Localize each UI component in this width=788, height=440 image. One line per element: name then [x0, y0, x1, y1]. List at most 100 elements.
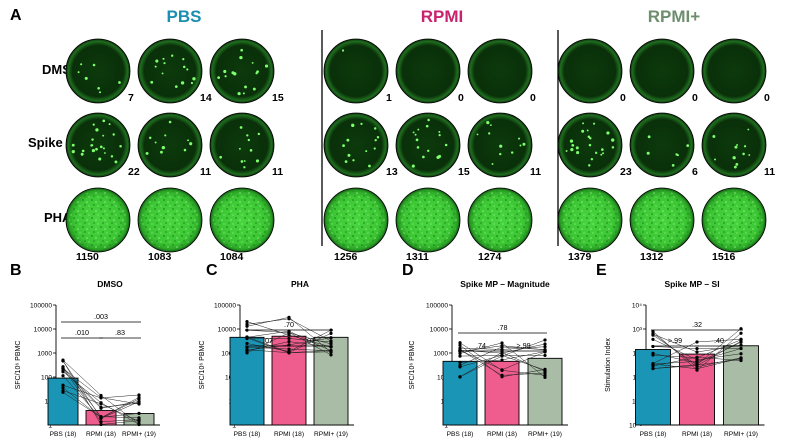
elispot-well: 1516 — [701, 187, 767, 263]
spot-count: 0 — [620, 92, 626, 104]
well-texture — [471, 191, 529, 249]
data-point — [99, 422, 103, 427]
spot — [154, 65, 157, 68]
p-value-label: .07 — [305, 336, 315, 345]
data-point — [458, 351, 462, 356]
elispot-well: 1379 — [557, 187, 623, 263]
data-point — [695, 350, 699, 354]
well-circle — [701, 112, 767, 178]
spot-count: 1150 — [76, 251, 99, 263]
spot — [589, 137, 592, 140]
spot — [586, 129, 589, 132]
data-point — [287, 336, 291, 341]
elispot-well: 13 — [323, 112, 398, 178]
p-value-label: .010 — [75, 328, 89, 337]
y-tick-label: 10⁴ — [632, 302, 642, 309]
spot — [239, 55, 243, 60]
data-point — [137, 402, 141, 406]
data-point — [287, 343, 291, 347]
chart-title: PHA — [291, 279, 309, 289]
spot — [102, 147, 105, 150]
data-point — [500, 354, 504, 358]
spot — [160, 150, 163, 154]
data-point — [61, 366, 65, 371]
spot — [374, 138, 377, 142]
spot — [416, 146, 420, 149]
spot — [186, 68, 189, 71]
spot — [95, 128, 99, 132]
elispot-well: 11 — [701, 112, 775, 178]
data-point — [543, 373, 547, 377]
data-point — [329, 342, 333, 346]
elispot-well: 1083 — [137, 187, 203, 263]
spot — [103, 152, 106, 154]
spot — [190, 81, 194, 85]
spot — [171, 54, 174, 57]
spot — [71, 149, 75, 154]
spot — [488, 132, 491, 135]
spot — [91, 148, 96, 153]
x-tick-label: PBS (18) — [234, 431, 261, 438]
data-point — [287, 317, 291, 321]
spot — [119, 144, 122, 148]
data-point — [137, 411, 141, 415]
data-point — [61, 383, 65, 387]
spot — [255, 159, 260, 163]
spot — [182, 65, 186, 69]
spot — [346, 138, 350, 142]
spot — [476, 133, 479, 136]
p-value-label: .07 — [263, 336, 273, 345]
spot — [590, 157, 594, 161]
spot-count: 1379 — [568, 251, 592, 263]
column-label-rpmi-plus: RPMI+ — [648, 7, 701, 26]
spot — [243, 160, 246, 162]
spot — [733, 165, 737, 169]
data-point — [287, 339, 291, 344]
spot — [183, 148, 187, 152]
spot-count: 11 — [764, 166, 775, 178]
data-point — [329, 331, 333, 335]
spot — [162, 57, 165, 60]
spot — [595, 151, 598, 154]
spot — [347, 153, 351, 157]
elispot-well: 1312 — [629, 187, 695, 263]
well-texture — [69, 191, 127, 249]
spot — [161, 72, 164, 75]
y-tick-label: 10⁻¹ — [629, 422, 643, 429]
data-point — [137, 422, 141, 426]
column-label-pbs: PBS — [167, 7, 202, 26]
spot — [444, 143, 448, 147]
spot — [747, 128, 750, 131]
spot — [239, 126, 243, 129]
data-point — [245, 341, 249, 346]
spot — [243, 166, 246, 169]
elispot-well: 11 — [209, 112, 283, 178]
spot — [712, 135, 716, 138]
spot — [112, 133, 115, 136]
x-tick-label: RPMI (18) — [274, 431, 304, 438]
spot-count: 22 — [128, 166, 140, 178]
spot — [242, 92, 245, 95]
data-point — [651, 366, 655, 371]
spot — [84, 76, 88, 80]
spot — [743, 145, 747, 148]
data-point — [137, 400, 141, 404]
data-point — [287, 333, 291, 337]
spot-count: 0 — [530, 92, 536, 104]
spot — [97, 86, 100, 90]
spot — [251, 61, 254, 64]
well-circle — [65, 38, 131, 104]
spot — [565, 149, 568, 152]
spot — [686, 144, 690, 148]
well-grid: 7 14 15 1 0 0 0 0 0 22 11 11 13 15 11 23 6 11 1150 1083 1084… — [65, 38, 775, 263]
data-point — [329, 353, 333, 357]
x-tick-label: RPMI+ (19) — [122, 431, 156, 438]
spot — [149, 136, 152, 140]
spot — [570, 148, 574, 152]
spot — [102, 119, 106, 123]
spot-count: 7 — [128, 92, 134, 104]
spot — [412, 131, 415, 134]
spot-count: 1083 — [148, 251, 172, 263]
spot — [588, 164, 591, 167]
